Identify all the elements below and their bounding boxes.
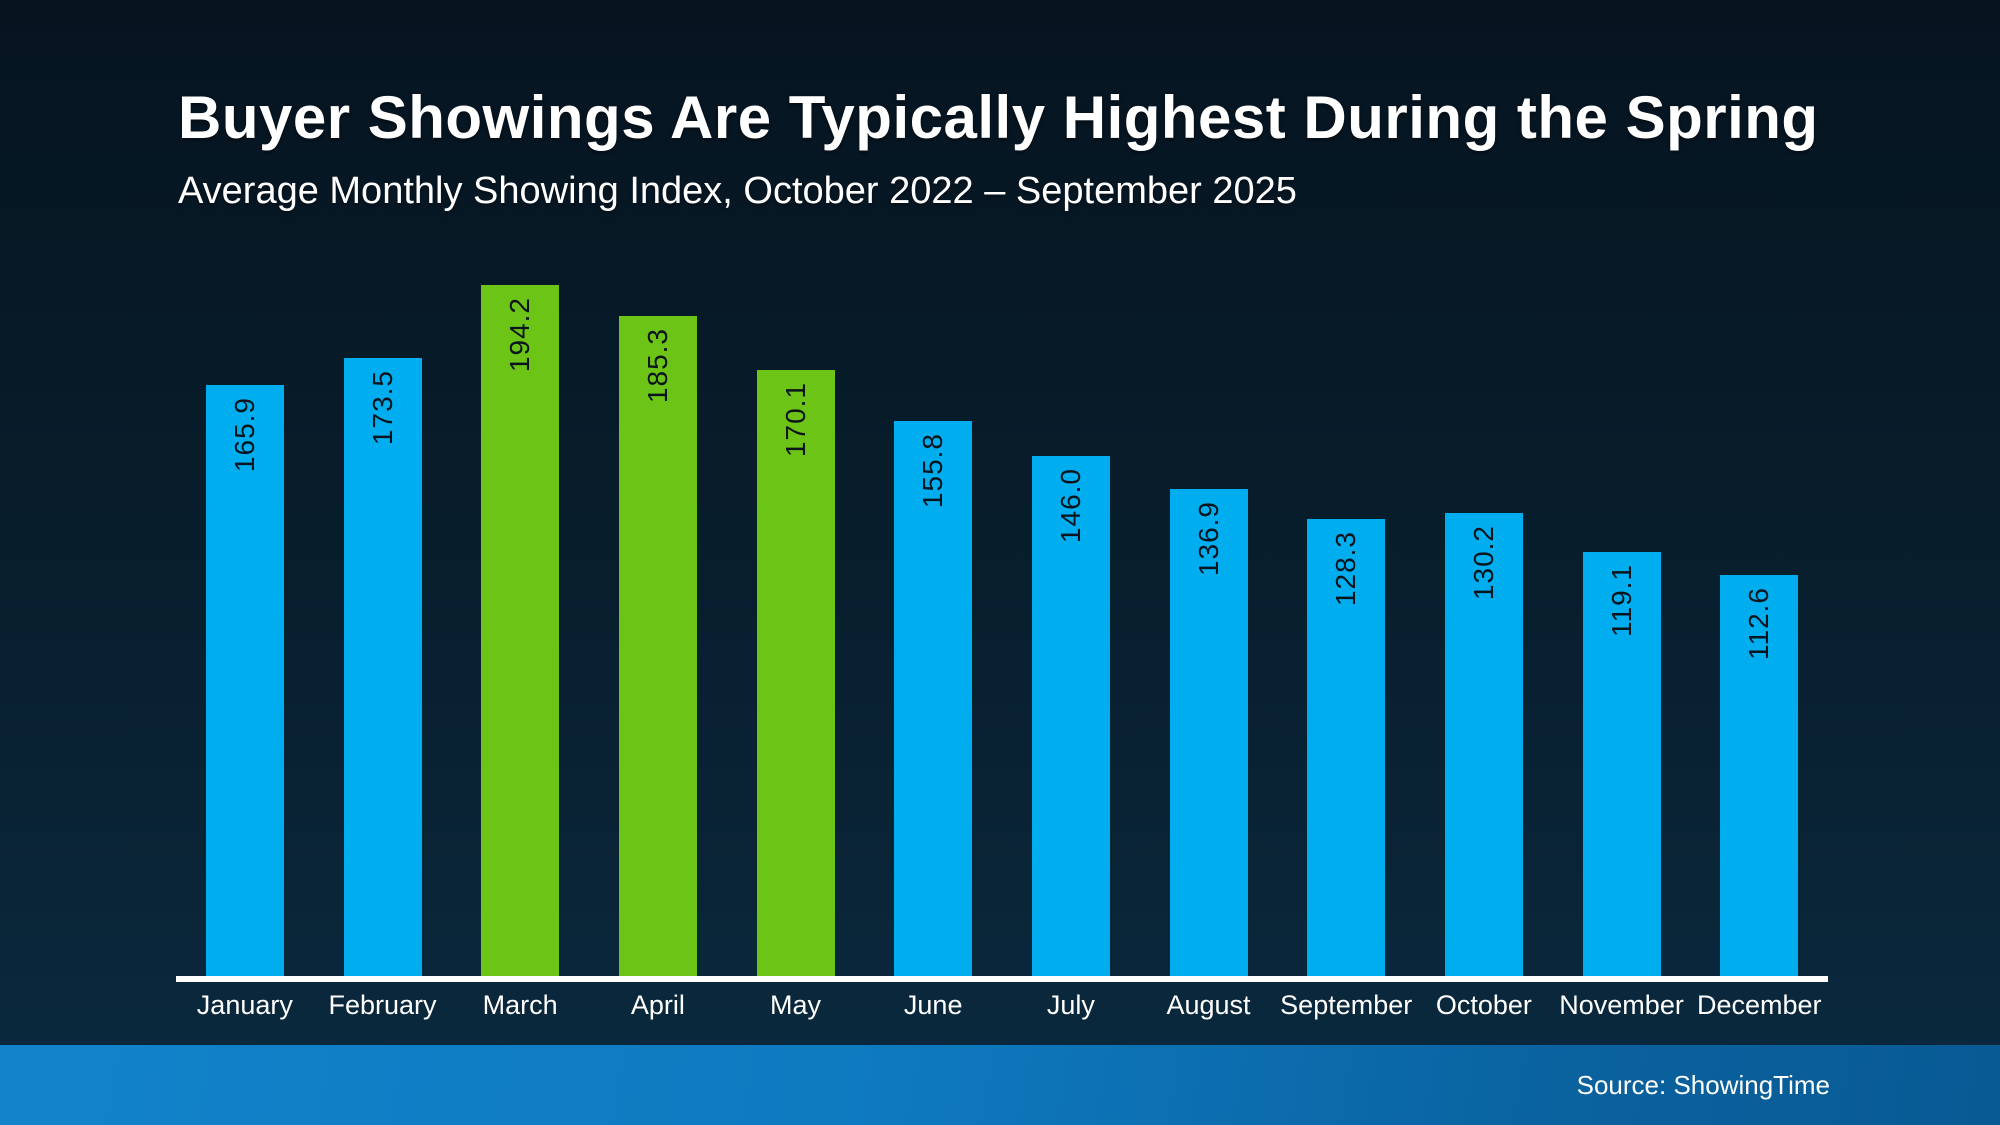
- bar-value-label: 112.6: [1743, 587, 1775, 661]
- bar-value-label: 146.0: [1054, 468, 1086, 544]
- bar-group-october: 130.2: [1415, 236, 1553, 976]
- bar-december: 112.6: [1720, 575, 1799, 976]
- bar-value-label: 173.5: [366, 370, 398, 446]
- bar-value-label: 185.3: [641, 328, 673, 404]
- bar-group-november: 119.1: [1553, 236, 1691, 976]
- x-axis-label-november: November: [1559, 990, 1684, 1020]
- bar-october: 130.2: [1444, 512, 1523, 976]
- x-axis-label-december: December: [1696, 990, 1822, 1020]
- bar-chart: 165.9 173.5 194.2 185.3 170.1 155.8 146.0 136.9…: [176, 236, 1828, 976]
- bar-august: 136.9: [1169, 488, 1248, 976]
- bar-november: 119.1: [1582, 552, 1661, 976]
- bar-group-september: 128.3: [1277, 236, 1415, 976]
- x-axis-label-september: September: [1280, 990, 1413, 1020]
- bar-group-august: 136.9: [1140, 236, 1278, 976]
- x-axis-label-april: April: [630, 990, 685, 1020]
- x-axis-label-january: January: [196, 990, 293, 1020]
- bar-january: 165.9: [205, 385, 284, 976]
- x-axis-label-august: August: [1166, 990, 1251, 1020]
- bar-april: 185.3: [618, 316, 697, 976]
- bar-june: 155.8: [894, 421, 973, 976]
- footer-bar: Source: ShowingTime: [0, 1045, 2000, 1125]
- bar-group-march: 194.2: [451, 236, 589, 976]
- bar-group-december: 112.6: [1690, 236, 1828, 976]
- bar-march: 194.2: [481, 284, 560, 976]
- bar-value-label: 130.2: [1467, 524, 1499, 600]
- bar-group-july: 146.0: [1002, 236, 1140, 976]
- bar-value-label: 136.9: [1192, 500, 1224, 576]
- bar-value-label: 170.1: [779, 382, 811, 458]
- bar-september: 128.3: [1307, 519, 1386, 976]
- bar-group-april: 185.3: [589, 236, 727, 976]
- bar-value-label: 194.2: [504, 296, 536, 372]
- bar-group-june: 155.8: [864, 236, 1002, 976]
- bar-value-label: 128.3: [1330, 531, 1362, 607]
- bar-group-february: 173.5: [314, 236, 452, 976]
- x-axis-label-february: February: [328, 990, 437, 1020]
- bar-value-label: 119.1: [1605, 564, 1637, 638]
- bar-value-label: 165.9: [228, 397, 260, 473]
- x-axis-label-june: June: [903, 990, 963, 1020]
- x-axis-label-october: October: [1435, 990, 1532, 1020]
- chart-subtitle: Average Monthly Showing Index, October 2…: [178, 170, 1297, 212]
- x-axis-label-march: March: [482, 990, 558, 1020]
- x-axis-labels: January February March April May June July Augu…: [176, 990, 1828, 1021]
- x-axis-line: [176, 976, 1828, 982]
- bar-february: 173.5: [343, 358, 422, 976]
- x-axis-label-july: July: [1046, 990, 1095, 1020]
- bar-value-label: 155.8: [917, 433, 949, 509]
- x-axis-label-may: May: [770, 990, 822, 1020]
- chart-title: Buyer Showings Are Typically Highest Dur…: [178, 84, 1819, 151]
- bar-group-january: 165.9: [176, 236, 314, 976]
- bar-group-may: 170.1: [727, 236, 865, 976]
- bar-may: 170.1: [756, 370, 835, 976]
- bar-july: 146.0: [1031, 456, 1110, 976]
- source-attribution: Source: ShowingTime: [1576, 1069, 1830, 1100]
